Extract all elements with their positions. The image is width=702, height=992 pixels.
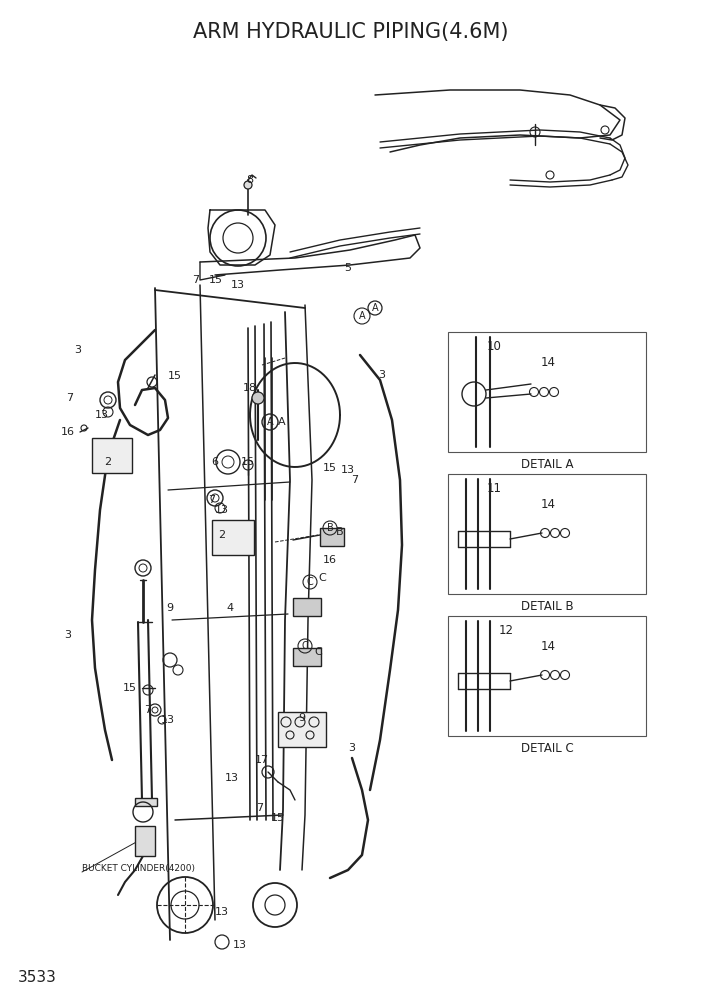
Text: 11: 11 <box>486 482 501 495</box>
Text: 17: 17 <box>255 755 269 765</box>
Text: 15: 15 <box>123 683 137 693</box>
Text: 14: 14 <box>541 498 555 511</box>
Text: 3: 3 <box>74 345 81 355</box>
Text: C: C <box>302 641 308 651</box>
Text: 7: 7 <box>192 275 199 285</box>
Text: ARM HYDRAULIC PIPING(4.6M): ARM HYDRAULIC PIPING(4.6M) <box>193 22 509 42</box>
Text: 4: 4 <box>227 603 234 613</box>
Text: 3: 3 <box>348 743 355 753</box>
Text: 16: 16 <box>323 555 337 565</box>
Text: 16: 16 <box>61 427 75 437</box>
Text: 2: 2 <box>218 530 225 540</box>
Text: 15: 15 <box>241 457 255 467</box>
Bar <box>135 798 157 806</box>
Text: DETAIL A: DETAIL A <box>521 458 574 471</box>
Text: 9: 9 <box>298 713 305 723</box>
Bar <box>293 598 321 616</box>
Bar <box>135 826 155 856</box>
Text: C: C <box>318 573 326 583</box>
Text: 18: 18 <box>243 383 257 393</box>
Circle shape <box>244 181 252 189</box>
Text: 14: 14 <box>541 640 555 653</box>
Text: 6: 6 <box>211 457 218 467</box>
Text: 3: 3 <box>378 370 385 380</box>
Text: DETAIL B: DETAIL B <box>521 600 574 613</box>
Bar <box>212 520 254 555</box>
Text: 13: 13 <box>215 907 229 917</box>
Text: 13: 13 <box>215 505 229 515</box>
Text: 10: 10 <box>486 340 501 353</box>
Bar <box>448 474 646 594</box>
Text: 13: 13 <box>161 715 175 725</box>
Bar <box>448 332 646 452</box>
Text: C: C <box>314 647 322 657</box>
Bar <box>293 648 321 666</box>
Bar <box>448 616 646 736</box>
Text: 14: 14 <box>541 355 555 368</box>
Text: 2: 2 <box>105 457 112 467</box>
Text: 13: 13 <box>95 410 109 420</box>
Text: 7: 7 <box>256 803 263 813</box>
Text: 8: 8 <box>246 175 253 185</box>
Text: B: B <box>326 523 333 533</box>
Text: 3: 3 <box>65 630 72 640</box>
Bar <box>278 712 326 747</box>
Text: 9: 9 <box>166 603 173 613</box>
Text: 13: 13 <box>341 465 355 475</box>
Text: 7: 7 <box>145 705 152 715</box>
Bar <box>320 528 344 546</box>
Text: DETAIL C: DETAIL C <box>521 742 574 756</box>
Text: 12: 12 <box>498 625 513 638</box>
Text: 13: 13 <box>233 940 247 950</box>
Text: 15: 15 <box>209 275 223 285</box>
Text: 7: 7 <box>67 393 74 403</box>
Text: 13: 13 <box>225 773 239 783</box>
Text: C: C <box>307 577 313 587</box>
Text: A: A <box>371 303 378 313</box>
Text: A: A <box>359 311 365 321</box>
Text: 15: 15 <box>168 371 182 381</box>
Text: 5: 5 <box>345 263 352 273</box>
Text: BUCKET CYLINDER(4200): BUCKET CYLINDER(4200) <box>82 863 195 873</box>
Text: 7: 7 <box>208 495 216 505</box>
Text: 7: 7 <box>352 475 359 485</box>
Text: 3533: 3533 <box>18 970 57 985</box>
Text: 15: 15 <box>271 813 285 823</box>
Circle shape <box>252 392 264 404</box>
Text: 13: 13 <box>231 280 245 290</box>
Text: B: B <box>336 527 344 537</box>
Text: A: A <box>267 417 273 427</box>
Text: A: A <box>278 417 286 427</box>
Text: 15: 15 <box>323 463 337 473</box>
Bar <box>92 438 132 473</box>
